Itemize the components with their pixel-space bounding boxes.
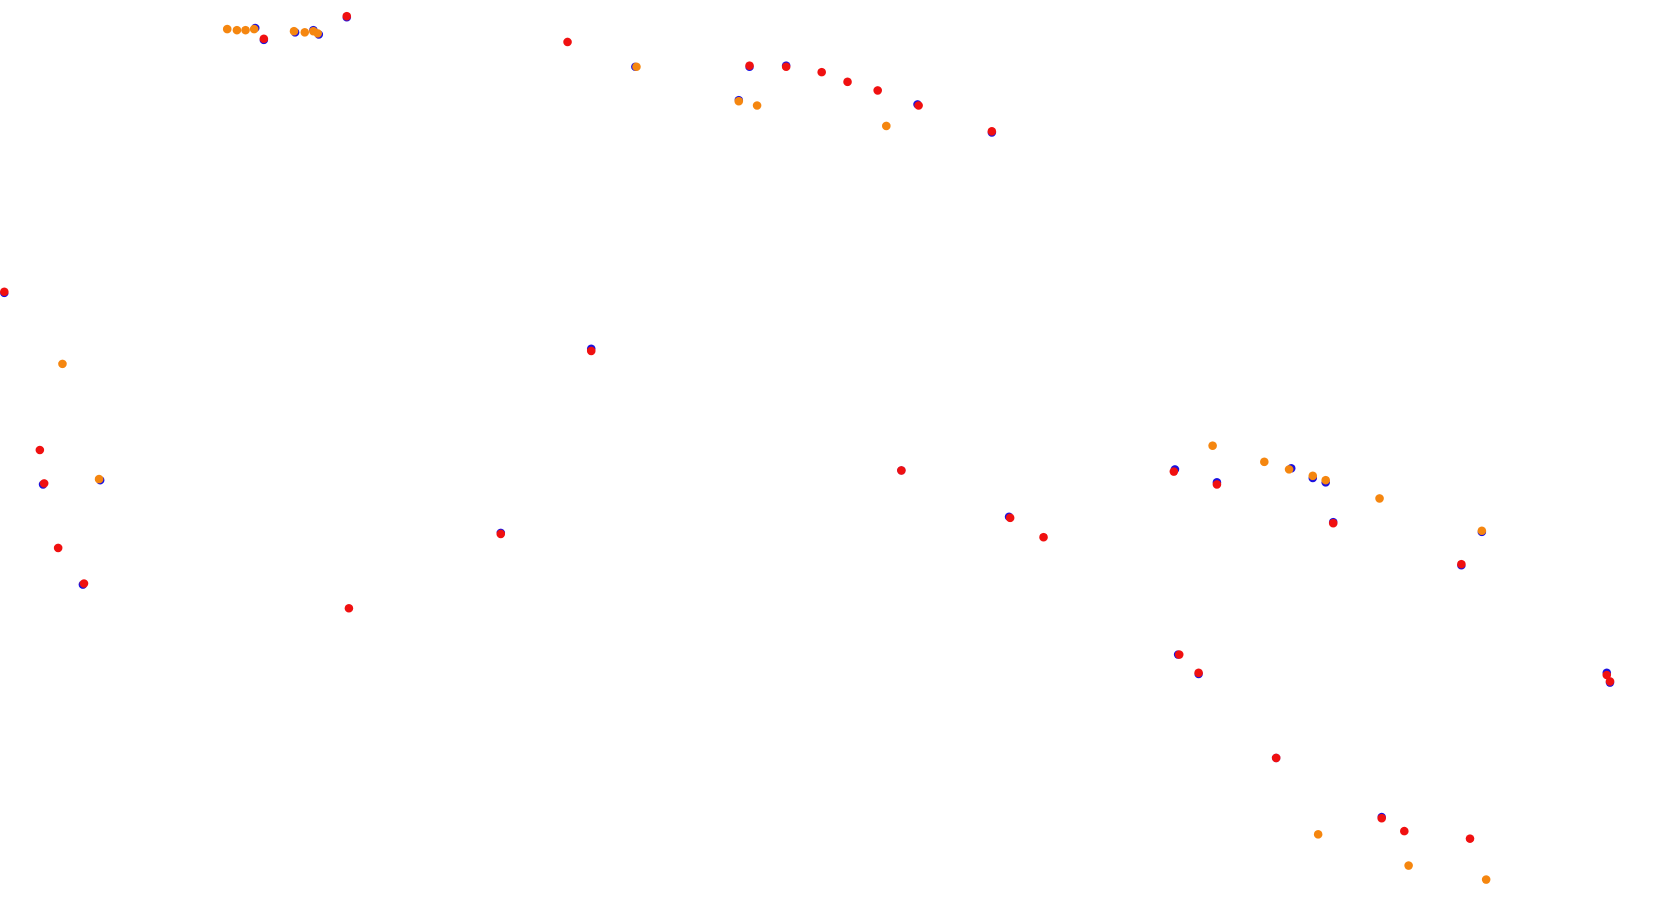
point: [1457, 559, 1466, 569]
point: [781, 62, 791, 72]
point: [344, 603, 354, 613]
point: [1404, 861, 1413, 870]
point: [873, 86, 882, 95]
point: [1321, 475, 1330, 485]
point: [1605, 677, 1615, 686]
point: [1212, 480, 1222, 489]
point: [1271, 753, 1281, 763]
point: [289, 26, 299, 36]
point: [53, 543, 63, 553]
point: [817, 67, 826, 77]
point: [1377, 813, 1386, 823]
point: [1400, 826, 1409, 836]
point: [632, 62, 641, 72]
point: [1039, 532, 1048, 542]
point: [313, 29, 322, 38]
point: [1313, 830, 1323, 839]
point: [232, 25, 242, 35]
point: [1169, 467, 1179, 476]
point: [35, 445, 45, 455]
point: [882, 121, 891, 131]
point: [58, 359, 67, 369]
point: [734, 96, 744, 106]
point: [79, 579, 89, 588]
point: [987, 127, 997, 136]
point: [1602, 670, 1612, 680]
point: [1465, 834, 1475, 843]
point: [1208, 441, 1217, 450]
point: [1260, 457, 1269, 467]
point: [586, 346, 596, 356]
point: [1328, 518, 1338, 528]
point: [0, 287, 9, 297]
point: [249, 24, 259, 34]
point: [1174, 650, 1184, 659]
point: [342, 11, 352, 21]
point: [496, 529, 506, 539]
point: [94, 474, 104, 484]
point: [1308, 471, 1318, 481]
point: [897, 466, 906, 475]
point: [1375, 494, 1384, 503]
point: [1284, 465, 1294, 474]
point: [1481, 875, 1491, 884]
point: [39, 479, 49, 488]
point: [1005, 513, 1015, 523]
point: [563, 37, 572, 47]
point: [300, 27, 310, 37]
point: [914, 101, 923, 110]
point: [241, 25, 250, 35]
point: [752, 101, 762, 110]
point: [1477, 526, 1487, 536]
point: [745, 61, 754, 70]
point: [259, 34, 269, 44]
point: [1194, 668, 1203, 678]
point: [222, 24, 232, 34]
point: [843, 77, 852, 87]
